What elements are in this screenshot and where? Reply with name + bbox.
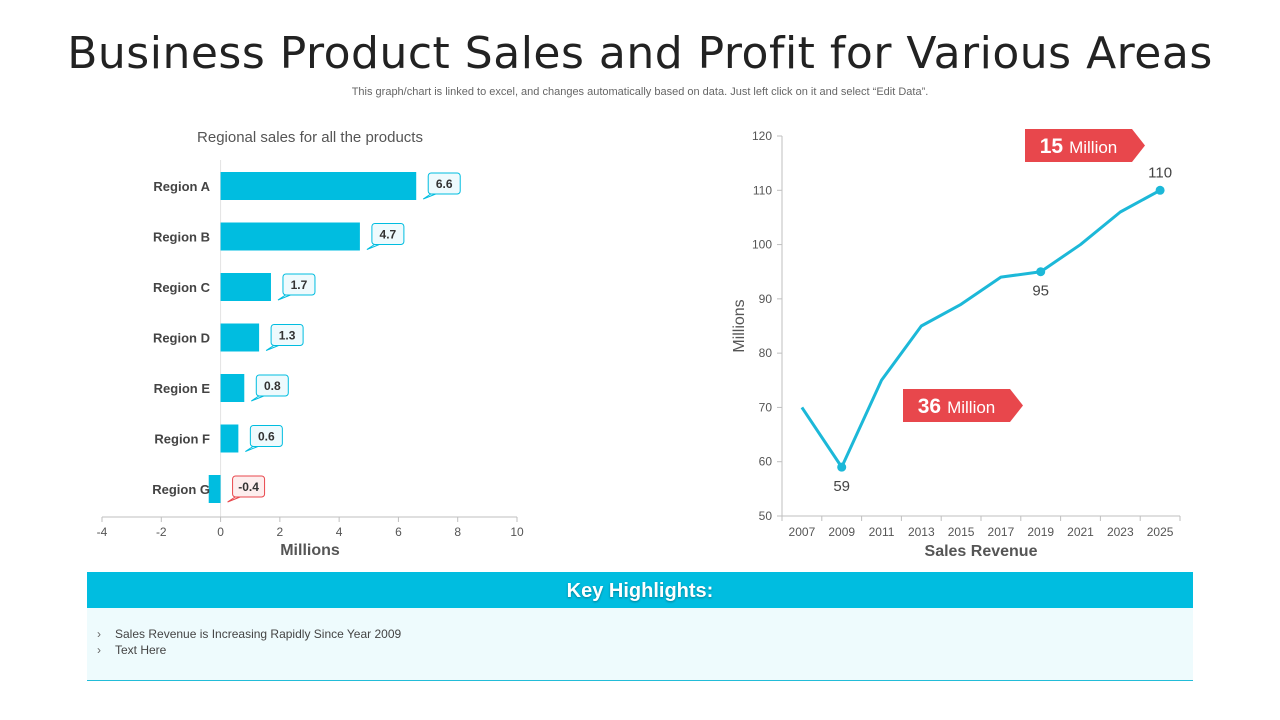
data-label-box: [427, 172, 461, 195]
bar-region-a: [220, 172, 417, 200]
bar-category-label: Region F: [154, 432, 210, 447]
line-x-tick-label: 2015: [948, 525, 975, 539]
callout-value: 15: [1040, 135, 1064, 158]
line-x-tick-label: 2025: [1147, 525, 1174, 539]
bar-x-tick-label: 2: [277, 525, 284, 539]
line-y-tick-label: 80: [759, 346, 773, 360]
key-highlights-list: › Sales Revenue is Increasing Rapidly Sin…: [87, 608, 1193, 658]
bar-data-label: 1.7: [291, 278, 308, 292]
data-label-box: [270, 324, 304, 346]
bar-region-f: [220, 424, 239, 453]
bar-x-tick-label: -4: [97, 525, 108, 539]
data-label-box: [282, 273, 316, 296]
callout-arrow: 15 Million: [1025, 129, 1145, 162]
highlight-item: › Text Here: [97, 642, 1193, 658]
line-x-tick-label: 2023: [1107, 525, 1134, 539]
bar-data-label: 0.6: [258, 430, 275, 444]
highlight-text: Sales Revenue is Increasing Rapidly Sinc…: [115, 627, 402, 641]
line-x-tick-label: 2009: [828, 525, 855, 539]
data-label-box: [255, 374, 289, 397]
callout-unit: Million: [1069, 138, 1117, 157]
line-y-tick-label: 50: [759, 509, 773, 523]
series-point-marker: [837, 462, 847, 472]
line-x-tick-label: 2021: [1067, 525, 1094, 539]
line-x-tick-label: 2011: [869, 525, 895, 539]
data-label-box: [232, 475, 266, 498]
series-point-marker: [1036, 267, 1046, 277]
line-y-tick-label: 100: [752, 238, 772, 252]
bar-category-label: Region E: [154, 381, 211, 396]
series-point-marker: [1155, 185, 1165, 195]
bar-x-tick-label: 0: [217, 525, 224, 539]
bar-category-label: Region B: [153, 230, 210, 245]
line-chart[interactable]: 50 60 70 80 90 100 110 120 2007 2009 2011 2013 2015 2…: [700, 110, 1210, 570]
highlight-item: › Sales Revenue is Increasing Rapidly Sin…: [97, 626, 1193, 642]
bar-region-b: [220, 222, 360, 251]
data-label-box: [249, 425, 283, 447]
line-y-tick-label: 60: [759, 455, 773, 469]
bar-data-label: 6.6: [436, 177, 453, 191]
page-subtitle: This graph/chart is linked to excel, and…: [351, 86, 929, 98]
bar-chart-title: Regional sales for all the products: [197, 129, 423, 146]
chevron-right-icon: ›: [97, 627, 101, 641]
series-point-label: 59: [833, 478, 850, 495]
callout-arrow: 36 Million: [903, 389, 1023, 422]
bar-region-g: [208, 475, 221, 503]
bar-x-axis-label: Millions: [280, 542, 340, 559]
line-x-tick-label: 2013: [908, 525, 935, 539]
bar-region-d: [220, 323, 260, 352]
bar-region-c: [220, 273, 271, 301]
chevron-right-icon: ›: [97, 643, 101, 657]
line-x-tick-label: 2017: [988, 525, 1015, 539]
callout-label: 36 Million: [918, 395, 996, 418]
line-y-axis-label: Millions: [731, 299, 748, 352]
page-title: Business Product Sales and Profit for Va…: [67, 28, 1213, 79]
callout-arrow-shape: [903, 389, 1023, 422]
series-point-label: 110: [1148, 164, 1172, 181]
callout-unit: Million: [947, 398, 995, 417]
line-y-tick-label: 120: [752, 129, 772, 143]
highlight-text: Text Here: [115, 643, 167, 657]
bar-region-e: [220, 374, 245, 402]
bar-data-label: 1.3: [279, 329, 296, 343]
key-highlights-panel: Key Highlights: › Sales Revenue is Increa…: [87, 572, 1193, 681]
bar-category-label: Region A: [153, 179, 210, 194]
key-highlights-header: Key Highlights:: [87, 572, 1193, 608]
line-x-tick-label: 2019: [1027, 525, 1054, 539]
bar-data-label: -0.4: [238, 480, 259, 494]
line-x-axis-label: Sales Revenue: [925, 543, 1038, 560]
callout-arrow-shape: [1025, 129, 1145, 162]
line-y-tick-label: 110: [753, 183, 772, 197]
line-x-tick-label: 2007: [789, 525, 816, 539]
sales-revenue-series-line: [800, 188, 1161, 469]
callout-label: 15 Million: [1040, 135, 1118, 158]
series-point-label: 95: [1032, 283, 1049, 300]
bar-x-tick-label: 8: [454, 525, 461, 539]
bar-x-tick-label: -2: [156, 525, 167, 539]
bar-category-label: Region C: [153, 280, 211, 295]
bar-chart[interactable]: Regional sales for all the products -4 -2 0…: [60, 110, 620, 570]
bar-x-tick-label: 6: [395, 525, 402, 539]
bar-category-label: Region G: [152, 482, 210, 497]
bar-data-label: 0.8: [264, 379, 281, 393]
line-y-tick-label: 90: [759, 292, 773, 306]
bar-data-label: 4.7: [380, 228, 397, 242]
callout-value: 36: [918, 395, 941, 418]
data-label-box: [371, 223, 405, 245]
bar-x-tick-label: 4: [336, 525, 343, 539]
line-y-tick-label: 70: [759, 400, 773, 414]
bar-x-tick-label: 10: [510, 525, 524, 539]
bar-category-label: Region D: [153, 331, 210, 346]
